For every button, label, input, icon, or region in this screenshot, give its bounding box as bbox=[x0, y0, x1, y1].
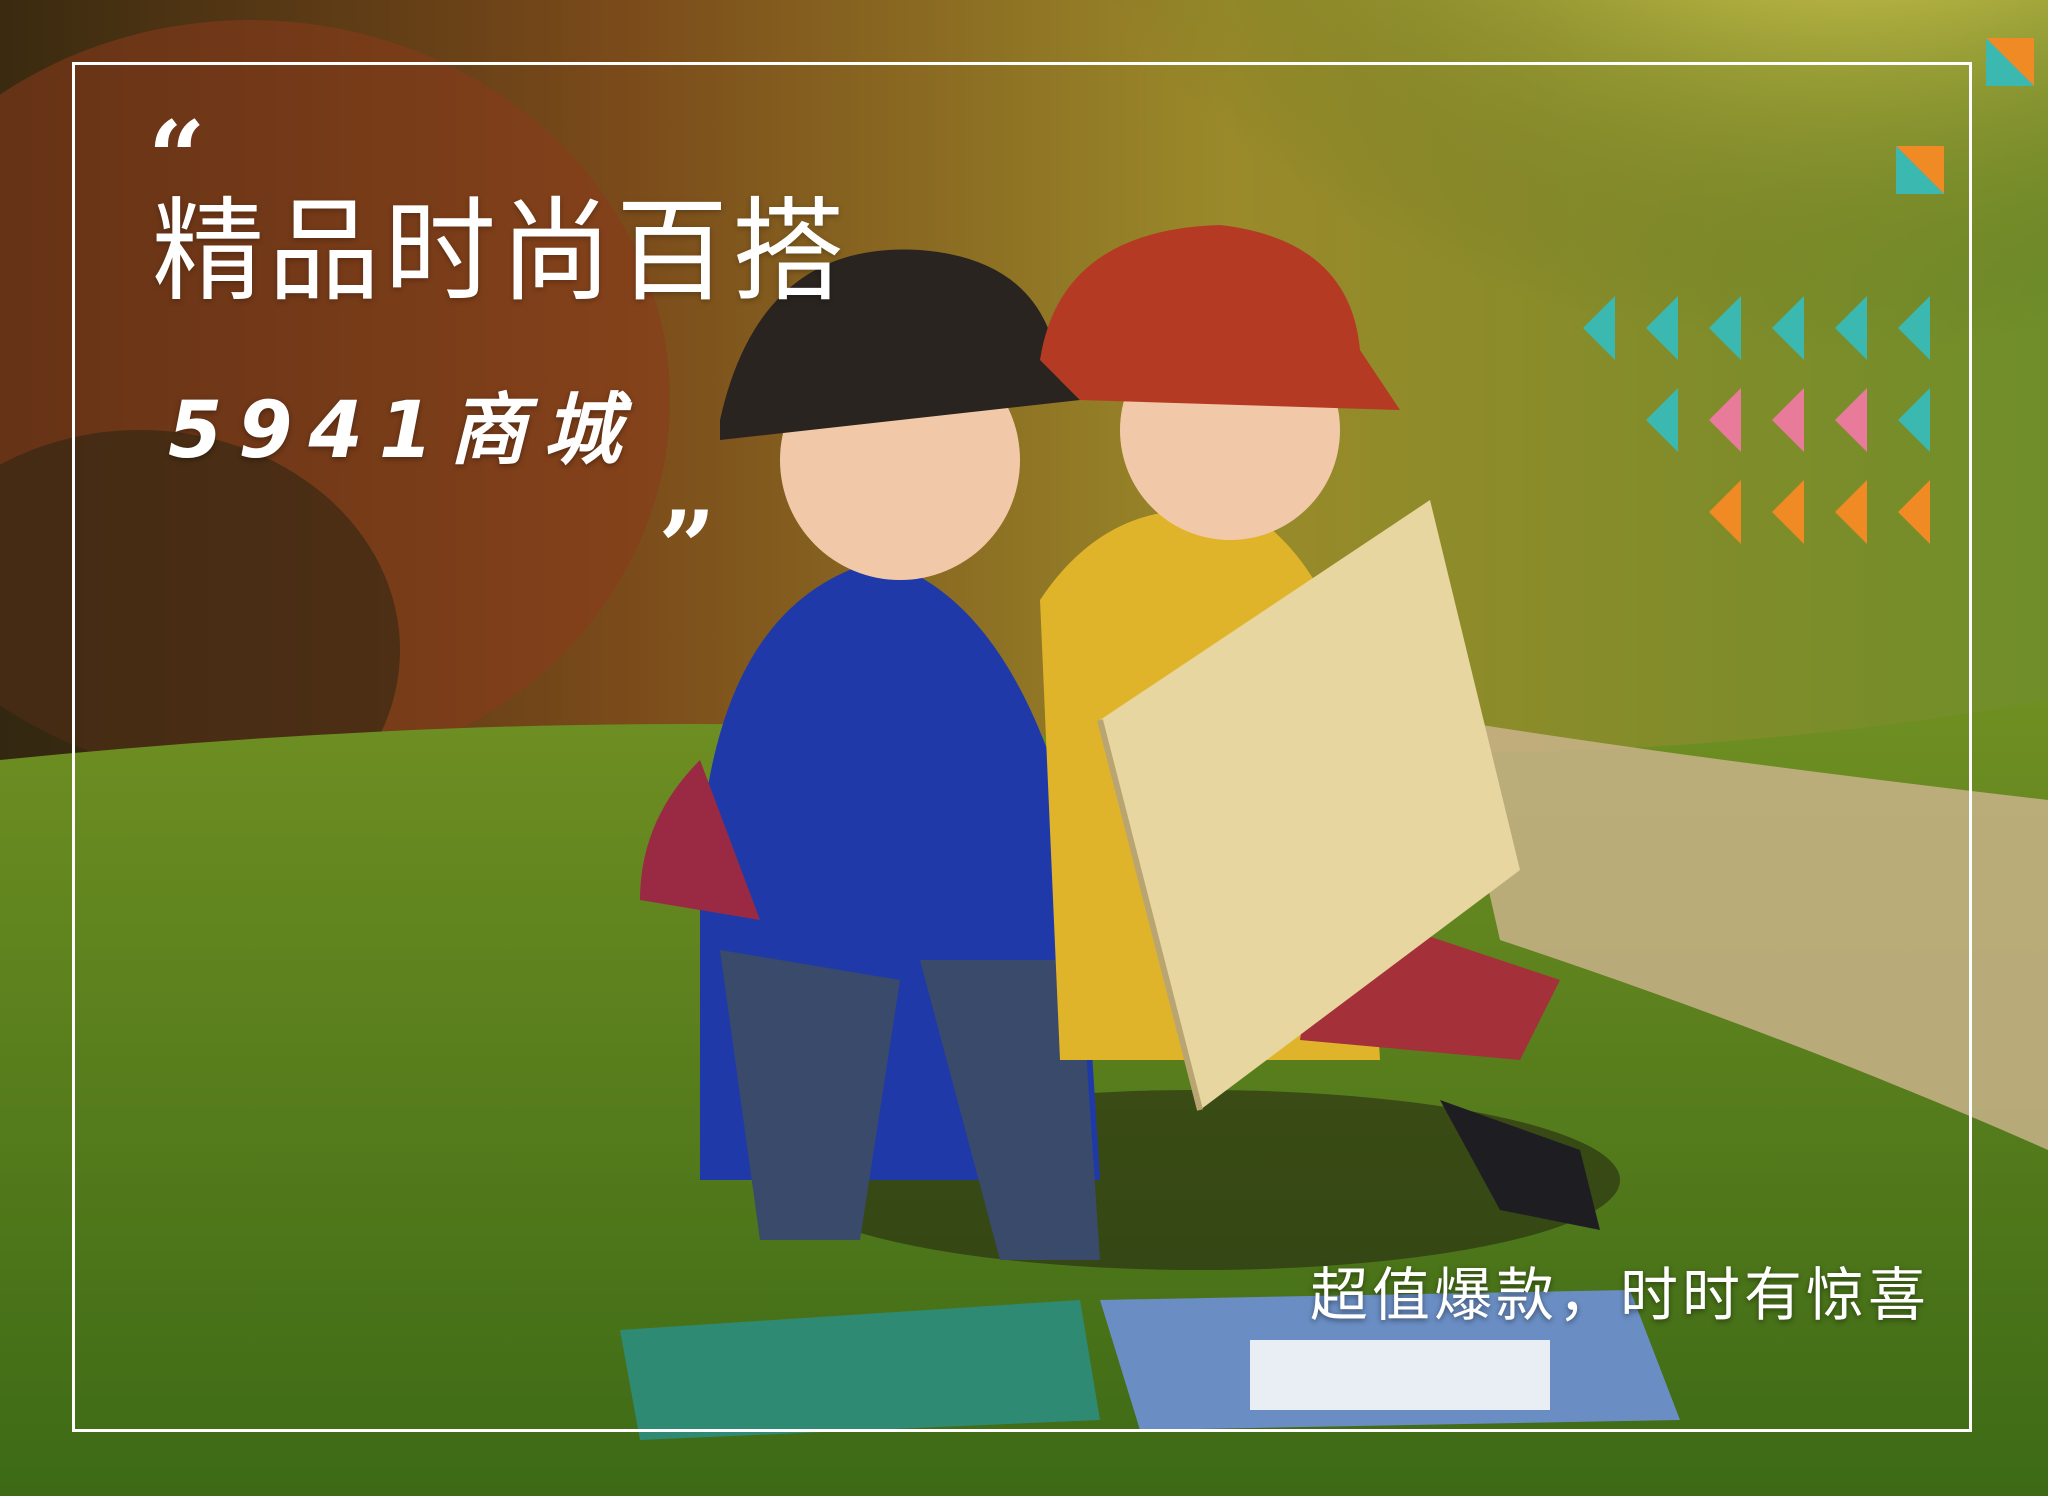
store-name: 5941商城 bbox=[168, 386, 638, 476]
tagline: 超值爆款，时时有惊喜 bbox=[1310, 1261, 1931, 1329]
closing-quote-mark: „ bbox=[660, 431, 718, 549]
opening-quote-mark: “ bbox=[148, 99, 206, 217]
white-border-frame bbox=[72, 62, 1972, 1432]
banner-title: 精品时尚百搭 bbox=[152, 187, 848, 317]
